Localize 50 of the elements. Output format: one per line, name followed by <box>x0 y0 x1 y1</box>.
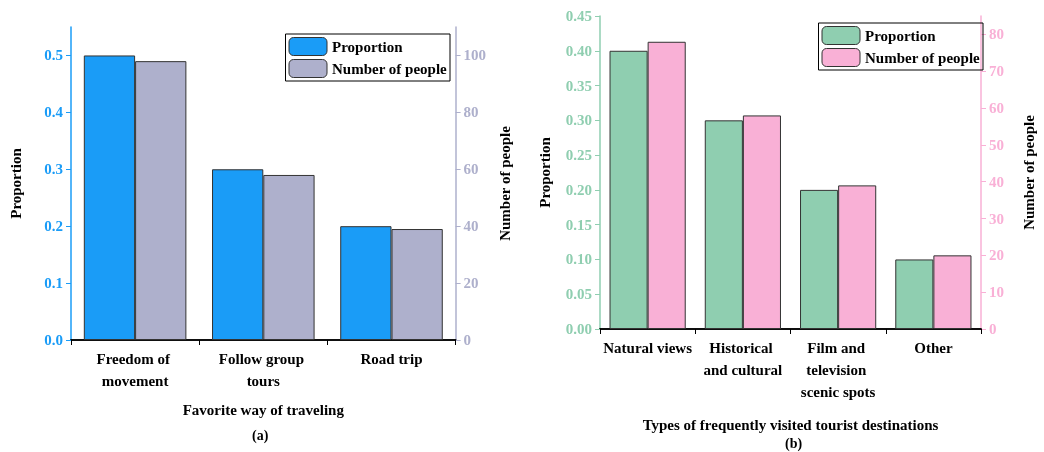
y-tick-label: 0.2 <box>44 218 63 235</box>
y-tick-label: 0.30 <box>565 112 592 129</box>
y2-tick-label: 70 <box>989 63 1004 80</box>
x-tick-label: Natural views <box>603 340 693 356</box>
x-tick-label: Other <box>914 340 953 356</box>
legend-label: Number of people <box>865 49 981 66</box>
y2-tick-label: 80 <box>989 26 1004 43</box>
text: (b) <box>785 435 803 452</box>
y-axis-title: Proportion <box>7 147 24 219</box>
text: (a) <box>252 427 269 444</box>
y2-tick-label: 20 <box>463 275 479 292</box>
y-tick-label: 0.1 <box>44 275 63 292</box>
legend-label: Proportion <box>332 38 404 55</box>
y2-tick-label: 40 <box>989 173 1004 190</box>
y-tick-label: 0.35 <box>565 77 592 94</box>
y-axis-title: Proportion <box>536 136 553 208</box>
y-tick-label: 0.15 <box>565 216 592 233</box>
x-axis-title: Favorite way of traveling <box>182 401 345 418</box>
y2-tick-label: 20 <box>989 247 1004 264</box>
y2-axis-title: Number of people <box>496 125 513 241</box>
x-tick-label: Freedom of movement <box>96 351 174 389</box>
y-tick-label: 0.4 <box>44 104 64 121</box>
y2-axis-title: Number of people <box>1020 114 1037 230</box>
x-tick-label: Film and television scenic spots <box>800 340 876 400</box>
y2-tick-label: 60 <box>989 100 1004 117</box>
y-tick-label: 0.0 <box>44 332 63 348</box>
y2-tick-label: 80 <box>463 104 479 121</box>
y2-tick-label: 0 <box>989 321 997 337</box>
y-tick-label: 0.00 <box>565 321 592 337</box>
x-axis-title: Types of frequently visited tourist destinations <box>642 416 939 433</box>
legend-label: Proportion <box>865 27 937 44</box>
y-tick-label: 0.5 <box>44 47 63 64</box>
y2-tick-label: 100 <box>463 47 487 64</box>
y-tick-label: 0.20 <box>565 181 592 198</box>
y-tick-label: 0.05 <box>565 286 592 303</box>
y2-tick-label: 30 <box>989 210 1004 227</box>
y-tick-label: 0.40 <box>565 42 592 59</box>
x-tick-label: Follow group tours <box>218 351 308 389</box>
y-tick-label: 0.10 <box>565 251 592 268</box>
y-tick-label: 0.25 <box>565 147 592 164</box>
legend-label: Number of people <box>332 60 448 77</box>
y2-tick-label: 10 <box>989 284 1004 301</box>
y-tick-label: 0.45 <box>565 8 592 24</box>
y-tick-label: 0.3 <box>44 161 63 178</box>
y2-tick-label: 40 <box>463 218 479 235</box>
y2-tick-label: 60 <box>463 161 479 178</box>
y2-tick-label: 0 <box>463 332 472 348</box>
y2-tick-label: 50 <box>989 136 1004 153</box>
x-tick-label: Historical and cultural <box>703 340 783 378</box>
x-tick-label: Road trip <box>360 351 423 367</box>
